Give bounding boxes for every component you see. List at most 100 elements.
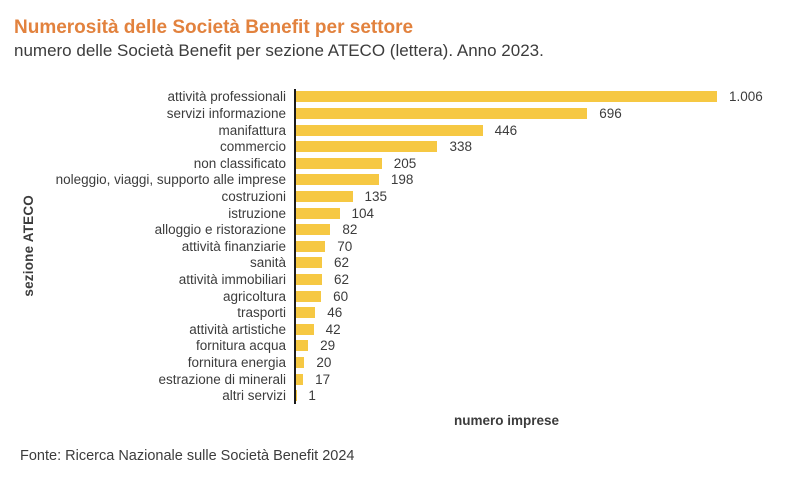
bar	[296, 307, 316, 319]
category-label: commercio	[219, 139, 286, 155]
chart-row: noleggio, viaggi, supporto alle imprese 1…	[0, 171, 800, 189]
value-label: 20	[316, 354, 332, 370]
category-label: fornitura acqua	[195, 338, 286, 354]
value-label: 82	[342, 222, 358, 238]
bar-zone: 446	[294, 121, 800, 139]
chart-row: attività finanziarie 70	[0, 238, 800, 255]
value-label: 1.006	[729, 89, 763, 105]
value-label: 1	[308, 388, 316, 404]
category-label: non classificato	[193, 155, 286, 171]
bar	[296, 240, 326, 252]
value-label: 62	[333, 255, 349, 271]
bar-zone: 17	[294, 370, 800, 388]
bar	[296, 157, 382, 169]
value-label: 338	[449, 139, 472, 155]
value-label: 46	[327, 305, 343, 321]
bar	[296, 224, 331, 236]
bar	[296, 257, 322, 269]
bar-zone: 29	[294, 337, 800, 355]
figure-title: Numerosità delle Società Benefit per set…	[14, 17, 414, 38]
value-label: 42	[325, 321, 341, 337]
chart-row: manifattura 446	[0, 121, 800, 139]
category-label: noleggio, viaggi, supporto alle imprese	[55, 172, 286, 188]
chart-row: commercio 338	[0, 138, 800, 156]
bar	[296, 174, 379, 186]
bar-zone: 135	[294, 188, 800, 205]
bar	[296, 340, 309, 352]
bar-zone: 20	[294, 354, 800, 371]
bar	[296, 108, 588, 120]
chart-row: fornitura acqua 29	[0, 337, 800, 355]
bar	[296, 191, 353, 203]
chart-row: attività artistiche 42	[0, 321, 800, 338]
value-label: 70	[337, 238, 353, 254]
bar-zone: 198	[294, 171, 800, 189]
chart-row: attività professionali 1.006	[0, 88, 800, 106]
bar-zone: 1	[294, 387, 800, 404]
value-label: 205	[393, 155, 417, 171]
value-label: 17	[315, 371, 331, 387]
bar	[296, 91, 717, 103]
source-note: Fonte: Ricerca Nazionale sulle Società B…	[20, 448, 355, 464]
chart-row: attività immobiliari 62	[0, 271, 800, 288]
category-label: attività finanziarie	[181, 238, 286, 254]
chart-row: sanità 62	[0, 254, 800, 272]
chart-row: servizi informazione 696	[0, 105, 800, 122]
category-label: attività immobiliari	[178, 272, 286, 288]
bar	[296, 290, 322, 302]
value-label: 135	[364, 189, 388, 205]
chart-row: altri servizi 1	[0, 387, 800, 404]
value-label: 198	[390, 172, 414, 188]
value-label: 446	[494, 122, 518, 138]
category-label: istruzione	[228, 205, 286, 221]
category-label: fornitura energia	[187, 354, 286, 370]
bar	[296, 323, 314, 335]
category-label: attività artistiche	[189, 321, 286, 337]
value-label: 60	[333, 288, 349, 304]
bar-zone: 62	[294, 254, 800, 272]
bar-zone: 60	[294, 287, 800, 305]
bar-zone: 82	[294, 221, 800, 239]
category-label: manifattura	[218, 122, 286, 138]
chart-row: fornitura energia 20	[0, 354, 800, 371]
bar-zone: 696	[294, 105, 800, 122]
bar-zone: 205	[294, 155, 800, 172]
chart-row: istruzione 104	[0, 204, 800, 222]
bar-zone: 1.006	[294, 88, 800, 106]
bar	[296, 356, 305, 368]
bar-zone: 62	[294, 271, 800, 288]
bar	[296, 373, 304, 385]
bar	[296, 124, 483, 136]
bar-zone: 70	[294, 238, 800, 255]
figure-subtitle: numero delle Società Benefit per sezione…	[14, 40, 544, 60]
category-label: estrazione di minerali	[158, 371, 286, 387]
chart-row: agricoltura 60	[0, 287, 800, 305]
bar-zone: 42	[294, 321, 800, 338]
category-label: trasporti	[237, 305, 286, 321]
bar	[296, 141, 438, 153]
bar-zone: 338	[294, 138, 800, 156]
figure-header: Numerosità delle Società Benefit per set…	[0, 0, 800, 63]
value-label: 696	[599, 106, 622, 122]
category-label: altri servizi	[222, 388, 286, 404]
category-label: sanità	[249, 255, 286, 271]
chart-row: alloggio e ristorazione 82	[0, 221, 800, 239]
chart-rows: attività professionali 1.006 servizi infor…	[0, 88, 800, 404]
chart-row: non classificato 205	[0, 155, 800, 172]
bar	[296, 207, 340, 219]
chart-row: estrazione di minerali 17	[0, 370, 800, 388]
bar-chart: sezione ATECO attività professionali 1.00…	[0, 88, 800, 428]
x-axis-label: numero imprese	[453, 412, 560, 428]
bar-zone: 104	[294, 204, 800, 222]
category-label: costruzioni	[221, 189, 286, 205]
category-label: attività professionali	[167, 89, 286, 105]
chart-row: trasporti 46	[0, 304, 800, 321]
category-label: agricoltura	[222, 288, 286, 304]
bar	[296, 274, 322, 286]
chart-row: costruzioni 135	[0, 188, 800, 205]
bar-zone: 46	[294, 304, 800, 321]
value-label: 29	[320, 338, 336, 354]
value-label: 104	[351, 205, 375, 221]
category-label: servizi informazione	[166, 106, 286, 122]
